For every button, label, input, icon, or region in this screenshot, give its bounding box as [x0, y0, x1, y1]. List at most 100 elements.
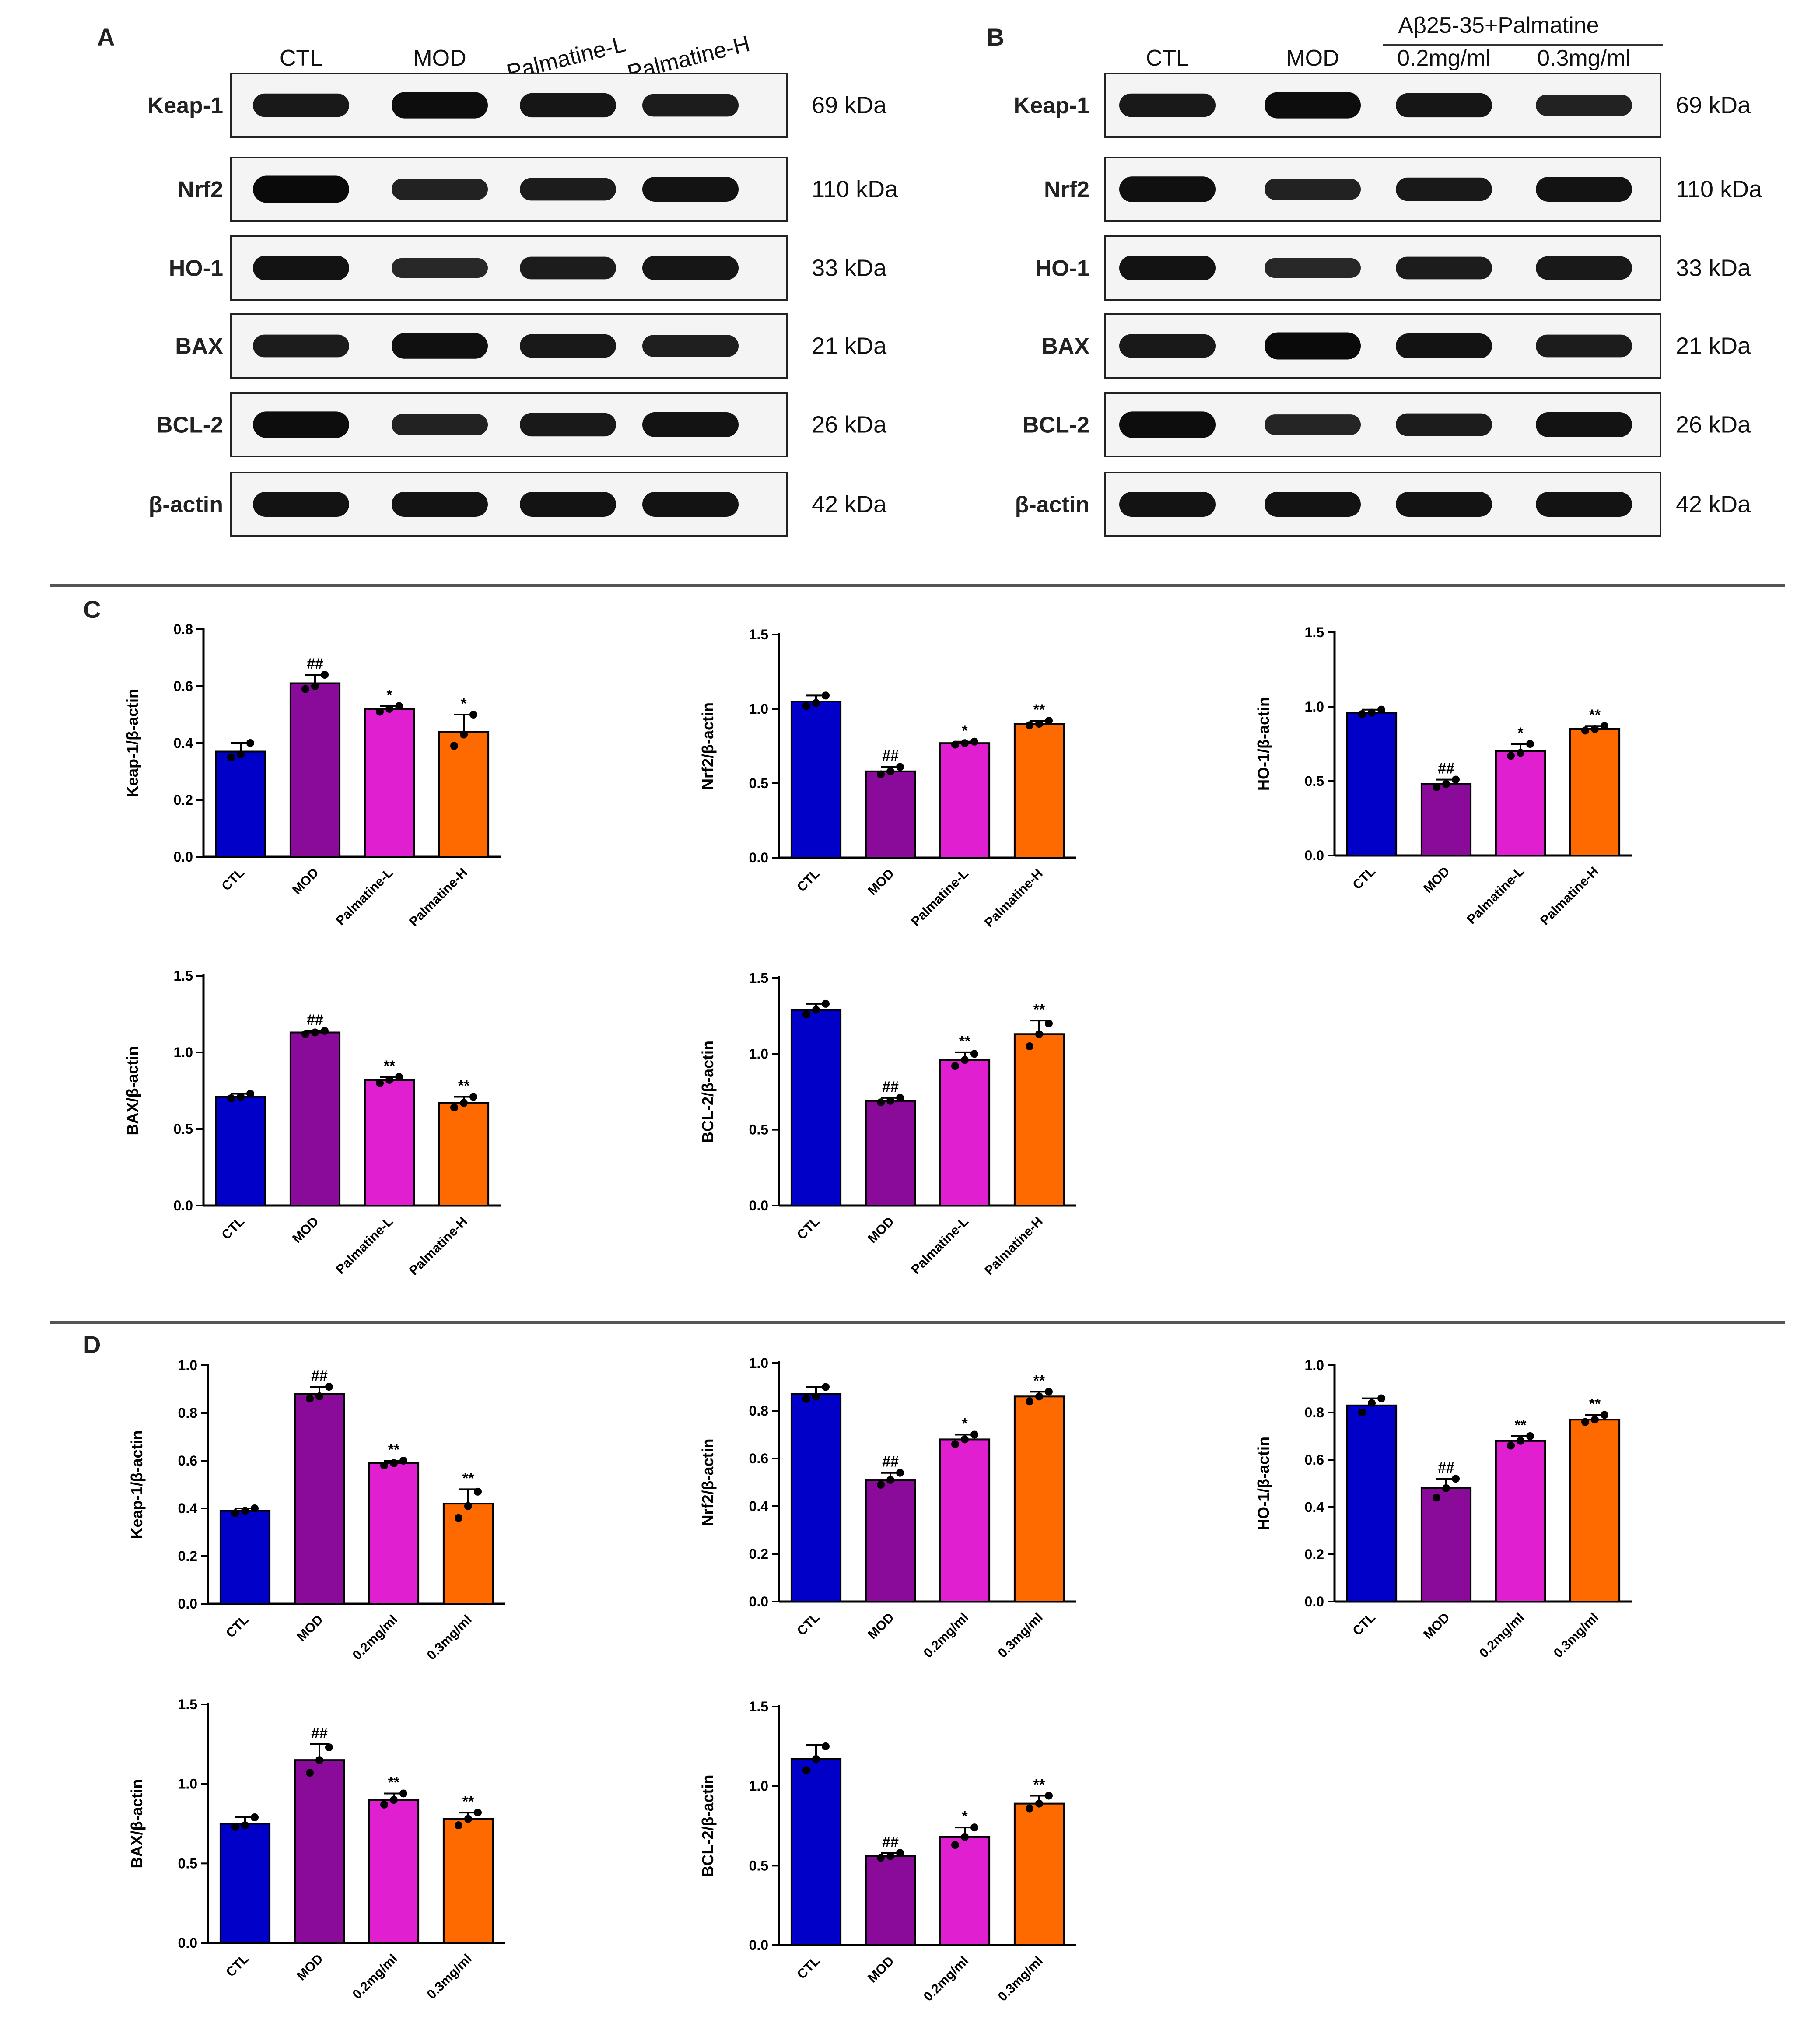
- bar: [790, 701, 842, 859]
- data-point: [464, 1502, 472, 1510]
- data-point: [1045, 1792, 1053, 1800]
- data-point: [812, 1755, 820, 1763]
- x-tick-label: Palmatine-L: [333, 1214, 396, 1277]
- y-tick-label: 0.4: [749, 1498, 769, 1514]
- data-point: [1442, 780, 1450, 788]
- bar: [215, 750, 266, 858]
- bar: [1013, 1802, 1065, 1946]
- y-tick-label: 1.0: [178, 1357, 197, 1373]
- x-tick-label: MOD: [290, 1214, 322, 1246]
- y-tick-label: 1.0: [178, 1776, 197, 1792]
- chart-d3: 0.0 0.2 0.4 0.6 0.8 1.0 HO-1/β-actin CTL ## MOD **…: [1254, 1357, 1632, 1661]
- data-point: [896, 1094, 904, 1102]
- data-point: [376, 1079, 384, 1087]
- data-point: [469, 1093, 477, 1101]
- data-point: [311, 682, 319, 690]
- kda-label: 69 kDa: [1676, 92, 1751, 119]
- bar: [1495, 750, 1546, 856]
- data-point: [1026, 1042, 1033, 1050]
- kda-label: 21 kDa: [812, 333, 887, 359]
- data-point: [877, 1480, 885, 1489]
- y-tick-label: 0.6: [749, 1451, 768, 1466]
- significance-label: *: [962, 1808, 968, 1825]
- y-tick-label: 0.2: [174, 792, 193, 808]
- protein-band: [1396, 333, 1492, 358]
- data-point: [469, 711, 477, 719]
- data-point: [812, 699, 820, 707]
- x-tick-label: CTL: [794, 1610, 823, 1639]
- bar: [865, 770, 916, 859]
- significance-label: **: [462, 1470, 474, 1487]
- y-tick-label: 0.0: [1305, 1594, 1324, 1609]
- bar: [442, 1503, 494, 1605]
- protein-band: [1265, 179, 1361, 200]
- data-point: [1442, 1484, 1450, 1492]
- data-point: [395, 702, 403, 710]
- y-tick-label: 0.0: [174, 1198, 193, 1213]
- western-blot-b: CTL MOD 0.2mg/ml 0.3mg/ml Keap-1 69 kDa Nrf2 11…: [1014, 46, 1762, 537]
- data-point: [970, 1823, 978, 1832]
- x-tick-label: CTL: [223, 1952, 252, 1980]
- bar: [1569, 728, 1621, 856]
- data-point: [1045, 1388, 1053, 1396]
- chart-c5: 0.0 0.5 1.0 1.5 BCL-2/β-actin CTL ## MOD ** Palma…: [699, 970, 1076, 1278]
- kda-label: 26 kDa: [812, 412, 887, 438]
- data-point: [227, 753, 235, 761]
- significance-label: *: [386, 687, 392, 704]
- data-point: [970, 737, 978, 746]
- y-axis-label: Nrf2/β-actin: [699, 702, 717, 790]
- bar: [790, 1009, 842, 1207]
- data-point: [822, 691, 830, 700]
- significance-label: *: [461, 695, 467, 712]
- data-point: [460, 730, 468, 739]
- data-point: [315, 1392, 323, 1400]
- protein-band: [1396, 177, 1492, 201]
- data-point: [1507, 1441, 1515, 1450]
- data-point: [301, 685, 309, 693]
- bar: [790, 1758, 842, 1946]
- data-point: [455, 1514, 462, 1522]
- panel-label-b: B: [987, 23, 1004, 51]
- protein-band: [253, 93, 349, 117]
- data-point: [306, 1769, 314, 1777]
- protein-band: [392, 333, 488, 359]
- data-point: [961, 1056, 969, 1064]
- significance-label: **: [1515, 1417, 1527, 1434]
- y-tick-label: 0.4: [174, 735, 193, 751]
- y-axis-label: BAX/β-actin: [123, 1046, 141, 1136]
- panel-label-c: C: [83, 596, 101, 623]
- lane-label: 0.2mg/ml: [1397, 46, 1491, 71]
- protein-band: [1265, 492, 1361, 517]
- significance-label: ##: [307, 656, 323, 672]
- y-axis-label: Keap-1/β-actin: [128, 1430, 146, 1539]
- x-tick-label: MOD: [294, 1613, 326, 1644]
- data-point: [237, 750, 245, 758]
- bar: [294, 1393, 345, 1605]
- data-point: [961, 739, 969, 747]
- bar: [289, 682, 341, 858]
- protein-band: [1536, 256, 1632, 280]
- y-tick-label: 0.4: [1305, 1499, 1324, 1515]
- protein-band: [1396, 492, 1492, 517]
- protein-band: [1536, 95, 1632, 116]
- bar: [364, 1079, 415, 1206]
- protein-band: [642, 335, 739, 357]
- x-tick-label: Palmatine-L: [908, 866, 971, 929]
- data-point: [251, 1504, 259, 1512]
- data-point: [325, 1383, 333, 1391]
- data-point: [231, 1823, 239, 1831]
- protein-band: [520, 178, 616, 201]
- y-tick-label: 1.0: [1305, 1357, 1324, 1373]
- protein-band: [1119, 334, 1216, 358]
- data-point: [1035, 1799, 1043, 1808]
- data-point: [237, 1093, 245, 1101]
- bar: [865, 1479, 916, 1603]
- protein-band: [520, 492, 616, 517]
- y-tick-label: 0.5: [749, 1858, 768, 1873]
- y-tick-label: 0.8: [749, 1403, 768, 1419]
- data-point: [1517, 1437, 1524, 1445]
- y-tick-label: 0.0: [749, 1198, 768, 1213]
- x-tick-label: CTL: [219, 866, 247, 894]
- kda-label: 110 kDa: [1676, 176, 1762, 203]
